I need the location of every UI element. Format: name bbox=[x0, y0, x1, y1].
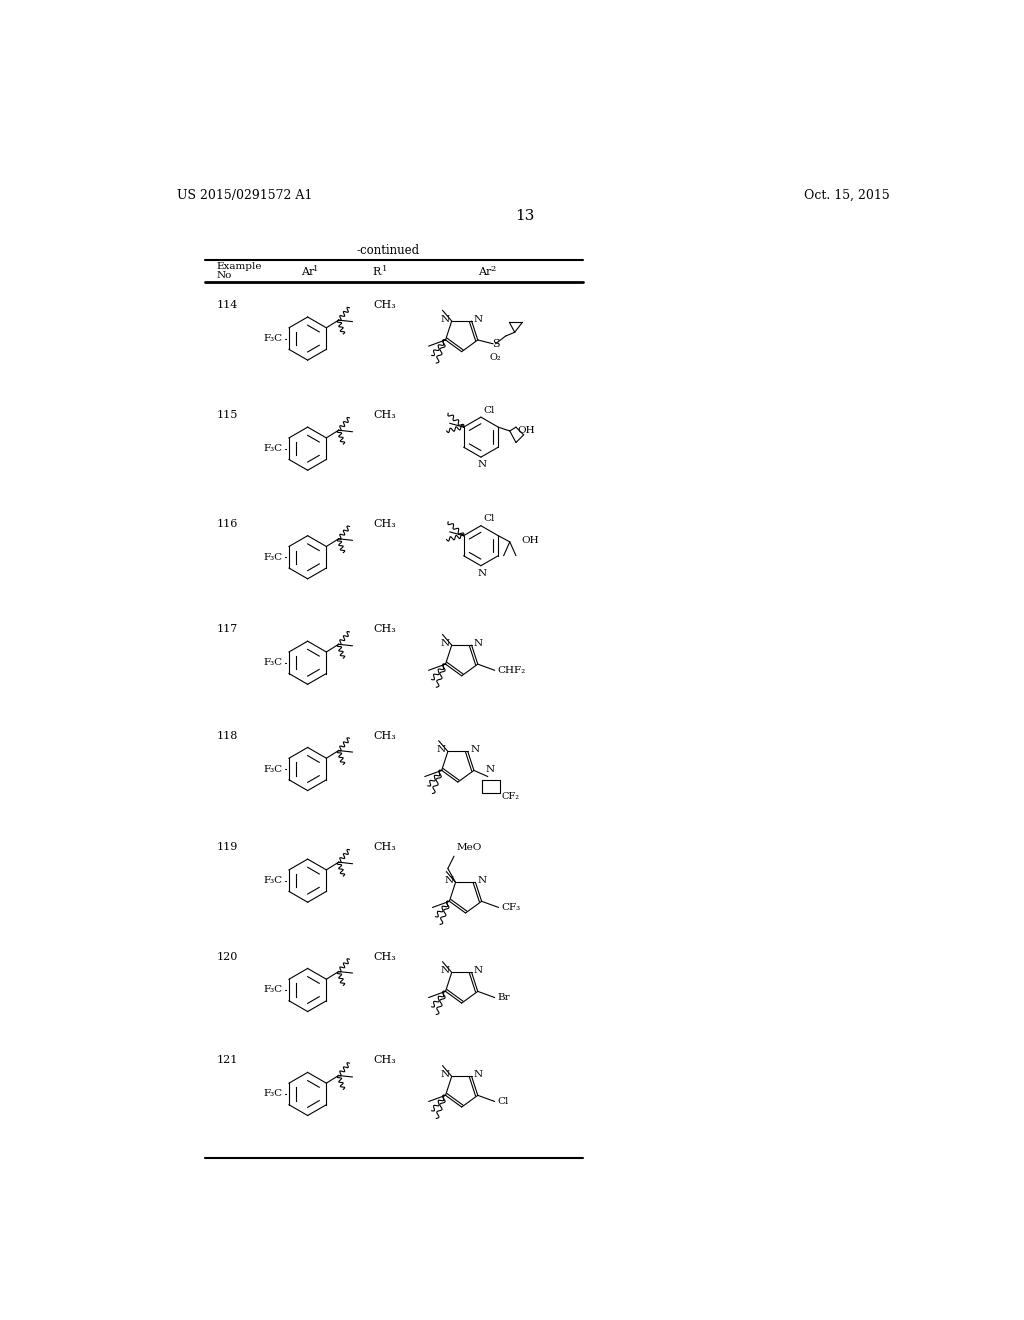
Text: 1: 1 bbox=[313, 265, 318, 273]
Text: N: N bbox=[474, 1071, 483, 1080]
Text: F₃C: F₃C bbox=[264, 764, 283, 774]
Text: F₃C: F₃C bbox=[264, 1089, 283, 1098]
Text: 121: 121 bbox=[217, 1056, 239, 1065]
Text: F₃C: F₃C bbox=[264, 445, 283, 453]
Text: Example: Example bbox=[217, 261, 262, 271]
Text: Cl: Cl bbox=[483, 515, 495, 524]
Text: OH: OH bbox=[517, 426, 536, 436]
Text: N: N bbox=[444, 876, 454, 886]
Text: Ar: Ar bbox=[301, 268, 314, 277]
Text: N: N bbox=[474, 639, 483, 648]
Text: US 2015/0291572 A1: US 2015/0291572 A1 bbox=[177, 189, 312, 202]
Text: N: N bbox=[440, 315, 450, 323]
Text: OH: OH bbox=[521, 536, 539, 545]
Text: MeO: MeO bbox=[457, 843, 481, 853]
Text: N: N bbox=[436, 746, 445, 755]
Text: 119: 119 bbox=[217, 842, 239, 853]
Text: N: N bbox=[485, 766, 495, 775]
Text: O₂: O₂ bbox=[489, 352, 502, 362]
Text: 120: 120 bbox=[217, 952, 239, 961]
Text: 117: 117 bbox=[217, 624, 238, 634]
Text: R: R bbox=[373, 268, 381, 277]
Text: N: N bbox=[470, 746, 479, 755]
Text: Br: Br bbox=[498, 993, 510, 1002]
Text: CF₂: CF₂ bbox=[502, 792, 519, 801]
Text: No: No bbox=[217, 271, 232, 280]
Text: 2: 2 bbox=[490, 265, 496, 273]
Text: -continued: -continued bbox=[357, 244, 420, 257]
Text: 118: 118 bbox=[217, 730, 239, 741]
Text: CH₃: CH₃ bbox=[373, 842, 396, 853]
Text: Cl: Cl bbox=[498, 1097, 509, 1106]
Text: Oct. 15, 2015: Oct. 15, 2015 bbox=[804, 189, 890, 202]
Text: 115: 115 bbox=[217, 411, 239, 420]
Text: F₃C: F₃C bbox=[264, 553, 283, 562]
Text: 1: 1 bbox=[382, 265, 388, 273]
Text: 114: 114 bbox=[217, 300, 239, 310]
Text: 13: 13 bbox=[515, 209, 535, 223]
Text: CH₃: CH₃ bbox=[373, 519, 396, 529]
Text: Cl: Cl bbox=[483, 405, 495, 414]
Text: N: N bbox=[440, 966, 450, 975]
Text: N: N bbox=[440, 639, 450, 648]
Text: CH₃: CH₃ bbox=[373, 952, 396, 961]
Text: N: N bbox=[478, 876, 486, 886]
Text: Ar: Ar bbox=[478, 268, 492, 277]
Text: S: S bbox=[492, 339, 500, 348]
Text: CH₃: CH₃ bbox=[373, 411, 396, 420]
Text: N: N bbox=[474, 315, 483, 323]
Text: N: N bbox=[478, 461, 487, 469]
Text: 116: 116 bbox=[217, 519, 239, 529]
Text: CH₃: CH₃ bbox=[373, 624, 396, 634]
Text: N: N bbox=[474, 966, 483, 975]
Text: F₃C: F₃C bbox=[264, 659, 283, 667]
Text: CH₃: CH₃ bbox=[373, 730, 396, 741]
Text: CHF₂: CHF₂ bbox=[498, 665, 526, 675]
Text: N: N bbox=[478, 569, 487, 578]
Text: CF₃: CF₃ bbox=[502, 903, 521, 912]
Text: F₃C: F₃C bbox=[264, 986, 283, 994]
Text: N: N bbox=[440, 1071, 450, 1080]
Text: CH₃: CH₃ bbox=[373, 1056, 396, 1065]
Text: F₃C: F₃C bbox=[264, 876, 283, 886]
Text: F₃C: F₃C bbox=[264, 334, 283, 343]
Text: CH₃: CH₃ bbox=[373, 300, 396, 310]
